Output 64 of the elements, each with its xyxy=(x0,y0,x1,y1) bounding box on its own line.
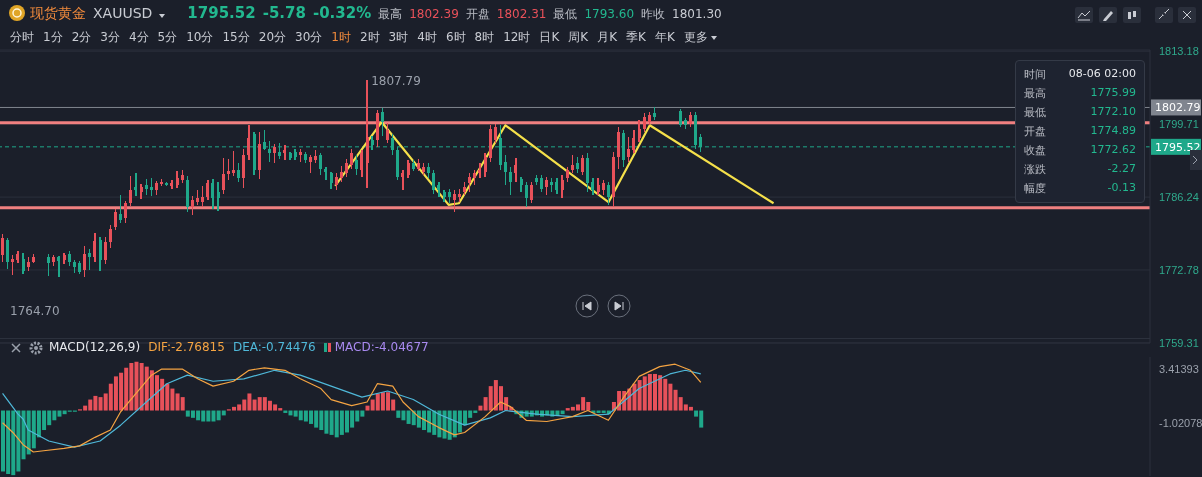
text: 20分 xyxy=(258,29,287,46)
chart-title: 现货黄金 xyxy=(30,5,86,23)
annotation: -2.27 xyxy=(1106,162,1136,177)
text: 3分 xyxy=(100,29,120,46)
series-label: DEA:-0.74476 xyxy=(232,340,316,354)
text: 12时 xyxy=(503,29,531,46)
text: 1795.52 xyxy=(187,4,256,22)
annotation: 最高 xyxy=(1024,86,1047,101)
annotation: 1774.89 xyxy=(1089,124,1136,139)
text: 1793.60 xyxy=(584,7,635,21)
y-tick-label: 1813.18 xyxy=(1159,45,1199,58)
annotation: 1772.62 xyxy=(1089,143,1136,158)
text: 4时 xyxy=(417,29,437,46)
annotation: 涨跌 xyxy=(1024,162,1047,177)
text: 15分 xyxy=(222,29,250,46)
y-tick-label: 1759.31 xyxy=(1159,336,1199,349)
text: 昨收 xyxy=(641,6,666,23)
y-tick-label: 1772.78 xyxy=(1159,263,1199,276)
legend-label: MACD:-4.04677 xyxy=(333,340,429,354)
annotation: 1764.70 xyxy=(10,304,60,318)
y-tick-label: 3.41393 xyxy=(1159,362,1199,375)
annotation: 1807.79 xyxy=(371,73,421,88)
text: 1802.31 xyxy=(496,7,547,21)
annotation: 1775.99 xyxy=(1089,86,1136,101)
annotation: 1772.10 xyxy=(1089,105,1136,120)
text: 年K xyxy=(654,29,675,46)
chart-title: MACD(12,26,9) xyxy=(49,340,141,354)
text: 1时 xyxy=(331,29,351,46)
text: 6时 xyxy=(445,29,466,46)
text: 2时 xyxy=(359,29,380,46)
annotation: 时间 xyxy=(1024,67,1047,82)
ref-line-label: 1802.79 xyxy=(1155,101,1201,115)
series-label: DIF:-2.76815 xyxy=(148,340,225,354)
text: 8时 xyxy=(474,29,495,46)
text: 季K xyxy=(626,29,646,46)
text: 日K xyxy=(539,29,560,46)
text: 30分 xyxy=(295,29,323,46)
text: 1801.30 xyxy=(672,7,722,21)
annotation: 最低 xyxy=(1024,105,1047,120)
text: 1802.39 xyxy=(409,7,459,21)
text: 5分 xyxy=(157,29,178,46)
text: 2分 xyxy=(71,29,92,46)
text: 10分 xyxy=(186,29,214,46)
text: 周K xyxy=(568,29,589,46)
text: 3时 xyxy=(388,29,409,46)
text: 最低 xyxy=(553,6,578,23)
text: -0.32% xyxy=(312,4,372,22)
chart-subtitle: XAUUSD xyxy=(93,5,153,21)
text: 更多 xyxy=(683,29,708,46)
annotation: 开盘 xyxy=(1024,124,1047,139)
text: 月K xyxy=(597,29,618,46)
text: -5.78 xyxy=(262,4,306,22)
text: 开盘 xyxy=(465,6,490,23)
y-tick-label: 1799.71 xyxy=(1159,118,1199,131)
annotation: 幅度 xyxy=(1024,181,1047,196)
text: 4分 xyxy=(128,29,149,46)
text: 最高 xyxy=(378,6,403,23)
annotation: -0.13 xyxy=(1106,181,1136,196)
y-tick-label: 1786.24 xyxy=(1159,191,1199,204)
annotation: 收盘 xyxy=(1024,143,1047,158)
y-tick-label: -1.02078 xyxy=(1159,416,1202,429)
text: 分时 xyxy=(10,29,34,46)
text: 1分 xyxy=(43,29,63,46)
annotation: 08-06 02:00 xyxy=(1067,67,1136,82)
